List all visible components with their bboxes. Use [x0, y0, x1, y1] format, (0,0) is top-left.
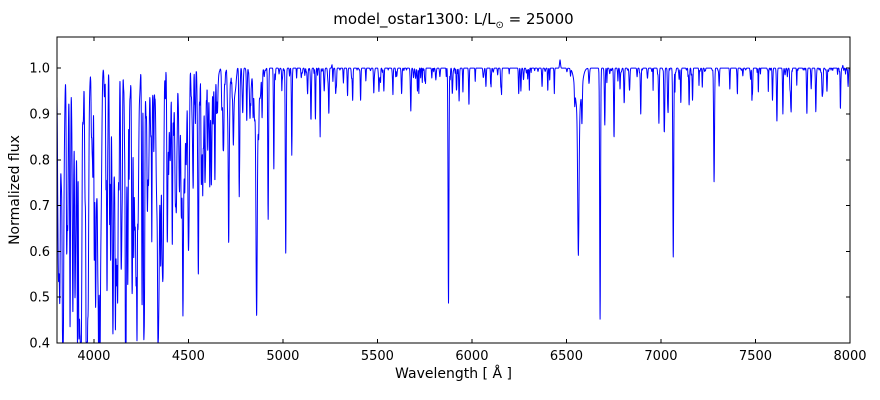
sun-symbol: ⊙ — [495, 20, 504, 31]
x-tick-label: 5000 — [266, 349, 299, 364]
y-tick-label: 0.8 — [29, 153, 50, 168]
y-axis-label: Normalized flux — [7, 135, 23, 245]
chart-title-prefix: model_ostar1300: L/L — [333, 10, 496, 28]
axes-frame — [56, 36, 851, 344]
y-tick-label: 0.6 — [29, 245, 50, 260]
chart-title-suffix: = 25000 — [503, 10, 574, 28]
chart-title: model_ostar1300: L/L⊙ = 25000 — [57, 9, 850, 36]
y-tick-label: 0.4 — [29, 337, 50, 352]
y-tick-label: 0.5 — [29, 291, 50, 306]
x-tick-label: 6000 — [455, 349, 488, 364]
x-tick-label: 7500 — [739, 349, 772, 364]
x-tick-label: 8000 — [833, 349, 866, 364]
y-tick-label: 0.7 — [29, 199, 50, 214]
x-tick-label: 5500 — [361, 349, 394, 364]
x-tick-label: 7000 — [644, 349, 677, 364]
y-tick-label: 1.0 — [29, 62, 50, 77]
x-tick-label: 4000 — [77, 349, 110, 364]
x-tick-label: 4500 — [172, 349, 205, 364]
y-tick-label: 0.9 — [29, 107, 50, 122]
x-tick-label: 6500 — [550, 349, 583, 364]
spectrum-line — [57, 59, 850, 343]
x-axis-label: Wavelength [ Å ] — [395, 366, 512, 382]
